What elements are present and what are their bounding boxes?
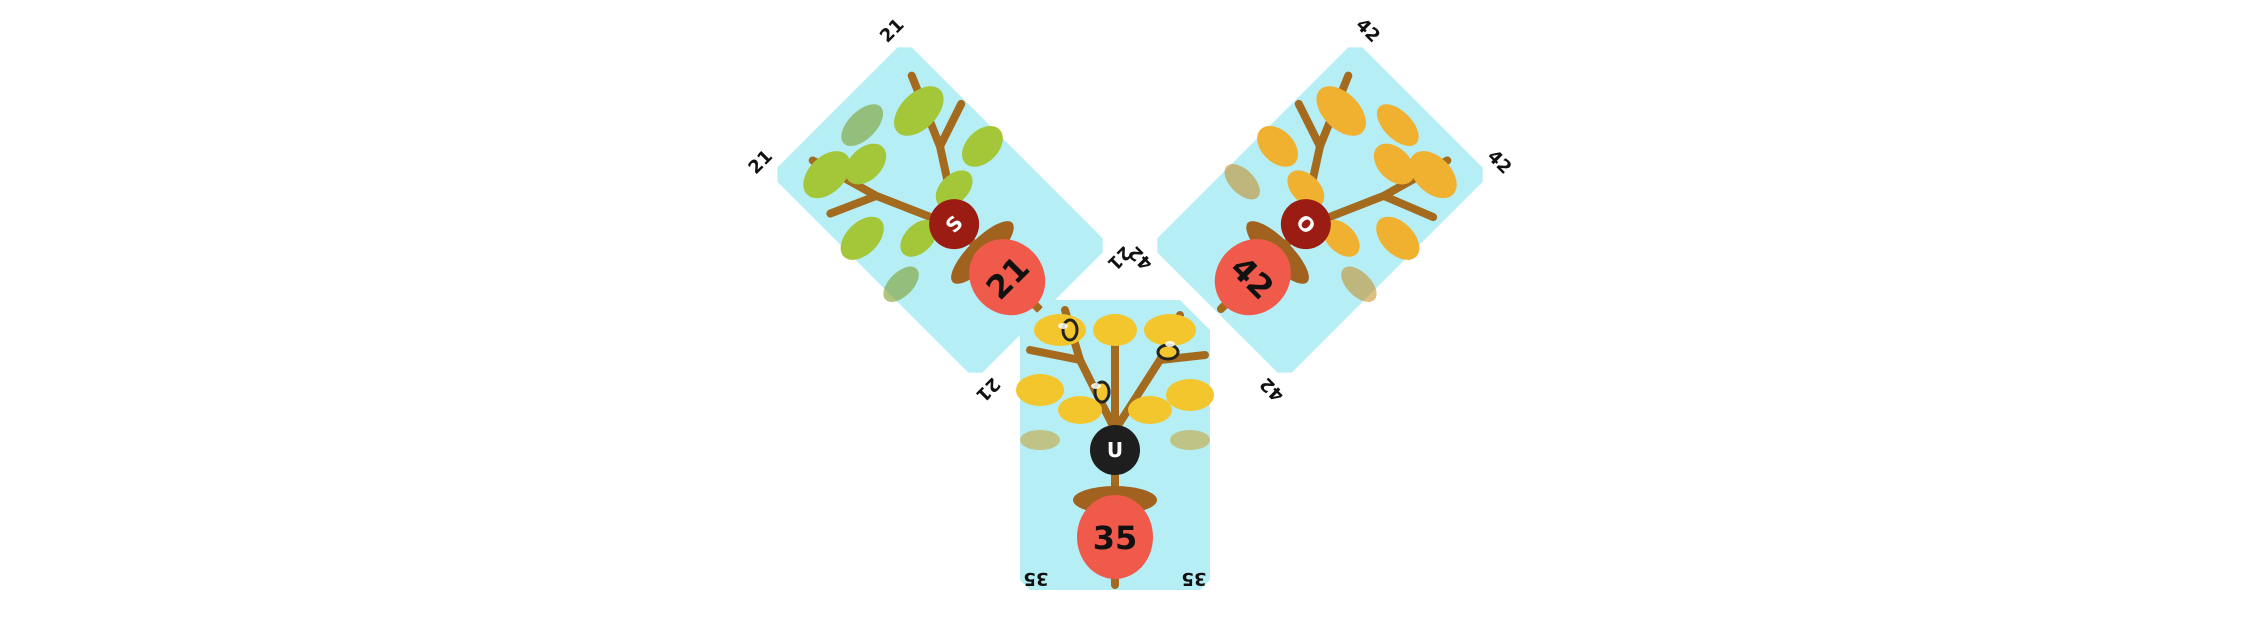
bee-icon xyxy=(1091,380,1111,404)
tile-42[interactable]: O 42 42 42 42 42 xyxy=(1124,14,1515,405)
tile-35-corner-bottom-left: 35 xyxy=(1023,568,1049,589)
tile-35[interactable]: U 35 35 35 xyxy=(1016,300,1214,590)
bee-icon xyxy=(1058,318,1079,342)
tile-21[interactable]: S 21 21 21 21 21 xyxy=(744,14,1135,405)
tile-35-badge: U xyxy=(1090,425,1140,475)
tile-35-value: 35 xyxy=(1092,519,1138,557)
bee-icon xyxy=(1156,341,1180,361)
tile-35-corner-bottom-right: 35 xyxy=(1181,568,1207,589)
